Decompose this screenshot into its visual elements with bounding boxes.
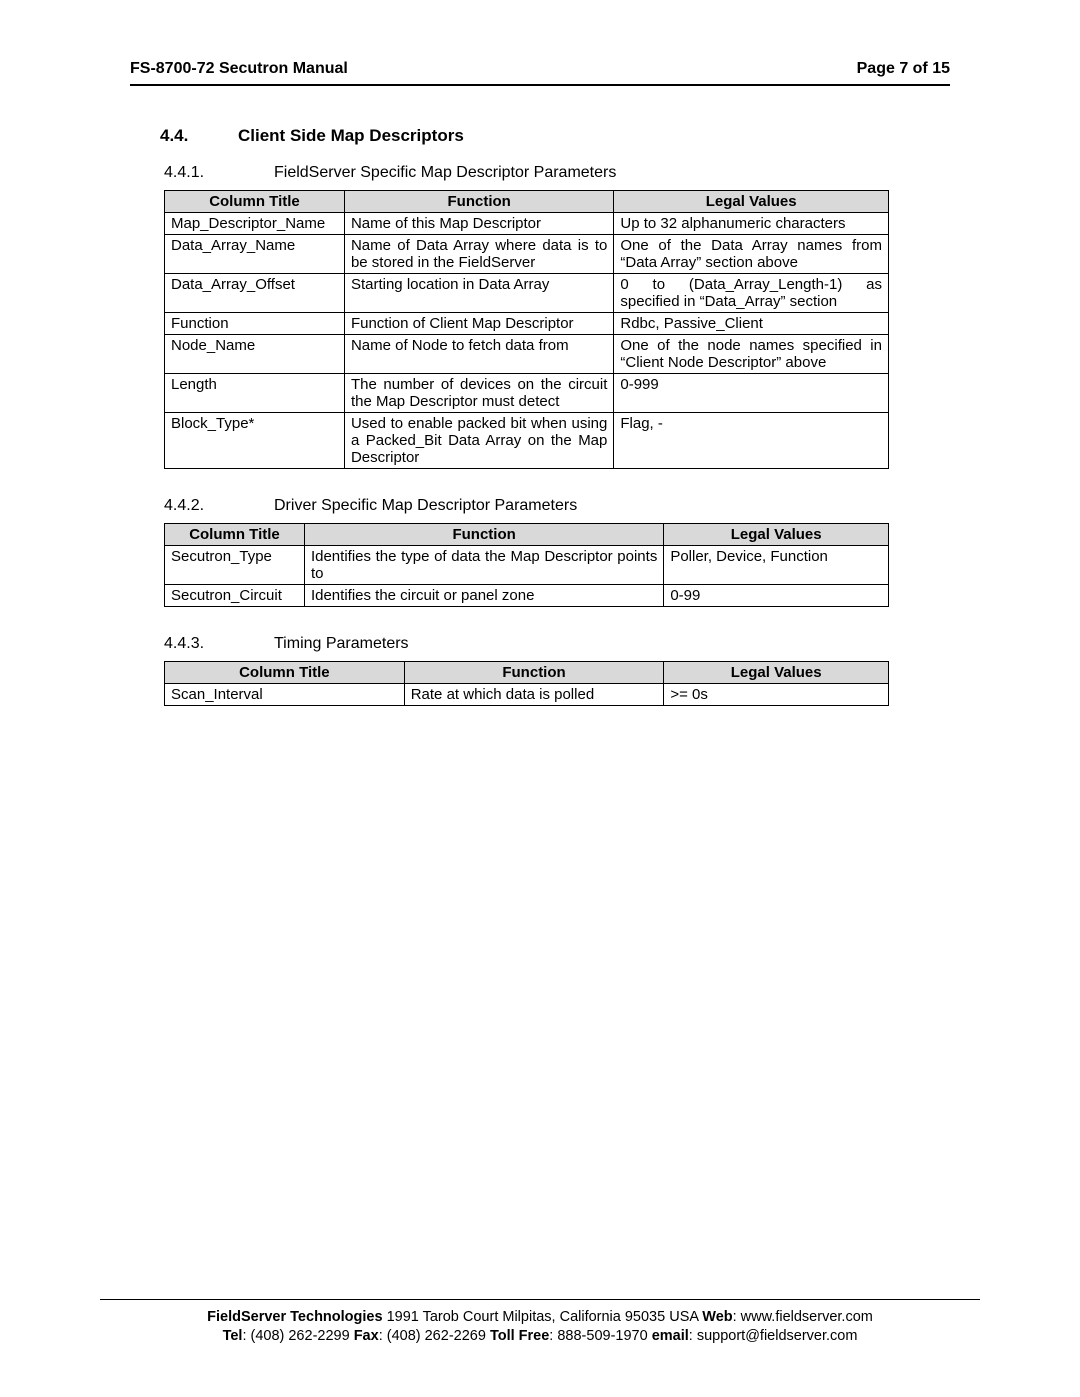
table-timing-params: Column Title Function Legal Values Scan_… xyxy=(164,661,889,706)
table-row: Scan_Interval Rate at which data is poll… xyxy=(165,684,889,706)
cell: Node_Name xyxy=(165,335,345,374)
footer-company: FieldServer Technologies xyxy=(207,1309,382,1325)
cell: Data_Array_Offset xyxy=(165,274,345,313)
footer-tel: : (408) 262-2299 xyxy=(242,1328,353,1344)
table-driver-params: Column Title Function Legal Values Secut… xyxy=(164,523,889,607)
table-header-row: Column Title Function Legal Values xyxy=(165,191,889,213)
table-row: Secutron_Circuit Identifies the circuit … xyxy=(165,585,889,607)
footer-web-label: Web xyxy=(702,1309,732,1325)
cell: Flag, - xyxy=(614,413,889,469)
col-header: Column Title xyxy=(165,191,345,213)
cell: One of the Data Array names from “Data A… xyxy=(614,235,889,274)
header-right: Page 7 of 15 xyxy=(857,60,950,78)
table-row: Data_Array_Name Name of Data Array where… xyxy=(165,235,889,274)
cell: One of the node names specified in “Clie… xyxy=(614,335,889,374)
col-header: Legal Values xyxy=(664,524,889,546)
cell: Scan_Interval xyxy=(165,684,405,706)
cell: Up to 32 alphanumeric characters xyxy=(614,213,889,235)
table-header-row: Column Title Function Legal Values xyxy=(165,524,889,546)
cell: Data_Array_Name xyxy=(165,235,345,274)
cell: Starting location in Data Array xyxy=(344,274,613,313)
cell: Name of this Map Descriptor xyxy=(344,213,613,235)
subsection-num: 4.4.1. xyxy=(164,164,274,182)
subsection-443: 4.4.3. Timing Parameters xyxy=(164,635,950,653)
col-header: Function xyxy=(404,662,664,684)
footer-web: : www.fieldserver.com xyxy=(733,1309,873,1325)
table-row: Map_Descriptor_Name Name of this Map Des… xyxy=(165,213,889,235)
page-header: FS-8700-72 Secutron Manual Page 7 of 15 xyxy=(130,60,950,86)
table-fieldserver-params: Column Title Function Legal Values Map_D… xyxy=(164,190,889,469)
cell: Rate at which data is polled xyxy=(404,684,664,706)
subsection-title: FieldServer Specific Map Descriptor Para… xyxy=(274,164,616,182)
subsection-num: 4.4.2. xyxy=(164,497,274,515)
subsection-title: Driver Specific Map Descriptor Parameter… xyxy=(274,497,577,515)
cell: Function xyxy=(165,313,345,335)
cell: Block_Type* xyxy=(165,413,345,469)
subsection-441: 4.4.1. FieldServer Specific Map Descript… xyxy=(164,164,950,182)
cell: 0 to (Data_Array_Length-1) as specified … xyxy=(614,274,889,313)
footer-toll: : 888-509-1970 xyxy=(549,1328,651,1344)
table-row: Length The number of devices on the circ… xyxy=(165,374,889,413)
cell: >= 0s xyxy=(664,684,889,706)
cell: Secutron_Type xyxy=(165,546,305,585)
cell: Poller, Device, Function xyxy=(664,546,889,585)
table-header-row: Column Title Function Legal Values xyxy=(165,662,889,684)
section-heading: 4.4. Client Side Map Descriptors xyxy=(160,126,950,146)
col-header: Legal Values xyxy=(614,191,889,213)
col-header: Function xyxy=(304,524,663,546)
cell: Used to enable packed bit when using a P… xyxy=(344,413,613,469)
cell: Name of Node to fetch data from xyxy=(344,335,613,374)
section-num: 4.4. xyxy=(160,126,238,146)
cell: 0-999 xyxy=(614,374,889,413)
footer-fax-label: Fax xyxy=(354,1328,379,1344)
cell: Map_Descriptor_Name xyxy=(165,213,345,235)
subsection-title: Timing Parameters xyxy=(274,635,409,653)
col-header: Legal Values xyxy=(664,662,889,684)
table-row: Secutron_Type Identifies the type of dat… xyxy=(165,546,889,585)
cell: Rdbc, Passive_Client xyxy=(614,313,889,335)
cell: Identifies the type of data the Map Desc… xyxy=(304,546,663,585)
col-header: Function xyxy=(344,191,613,213)
footer-toll-label: Toll Free xyxy=(490,1328,549,1344)
cell: Secutron_Circuit xyxy=(165,585,305,607)
footer-email-label: email xyxy=(652,1328,689,1344)
page-footer: FieldServer Technologies 1991 Tarob Cour… xyxy=(100,1299,980,1347)
footer-fax: : (408) 262-2269 xyxy=(379,1328,490,1344)
table-row: Data_Array_Offset Starting location in D… xyxy=(165,274,889,313)
cell: The number of devices on the circuit the… xyxy=(344,374,613,413)
col-header: Column Title xyxy=(165,524,305,546)
cell: Length xyxy=(165,374,345,413)
footer-addr: 1991 Tarob Court Milpitas, California 95… xyxy=(383,1309,703,1325)
col-header: Column Title xyxy=(165,662,405,684)
table-row: Block_Type* Used to enable packed bit wh… xyxy=(165,413,889,469)
subsection-num: 4.4.3. xyxy=(164,635,274,653)
cell: Identifies the circuit or panel zone xyxy=(304,585,663,607)
subsection-442: 4.4.2. Driver Specific Map Descriptor Pa… xyxy=(164,497,950,515)
table-row: Node_Name Name of Node to fetch data fro… xyxy=(165,335,889,374)
footer-tel-label: Tel xyxy=(223,1328,243,1344)
page: FS-8700-72 Secutron Manual Page 7 of 15 … xyxy=(0,0,1080,1397)
cell: Function of Client Map Descriptor xyxy=(344,313,613,335)
section-title: Client Side Map Descriptors xyxy=(238,126,464,146)
table-row: Function Function of Client Map Descript… xyxy=(165,313,889,335)
footer-email: : support@fieldserver.com xyxy=(689,1328,858,1344)
header-left: FS-8700-72 Secutron Manual xyxy=(130,60,348,78)
cell: Name of Data Array where data is to be s… xyxy=(344,235,613,274)
cell: 0-99 xyxy=(664,585,889,607)
